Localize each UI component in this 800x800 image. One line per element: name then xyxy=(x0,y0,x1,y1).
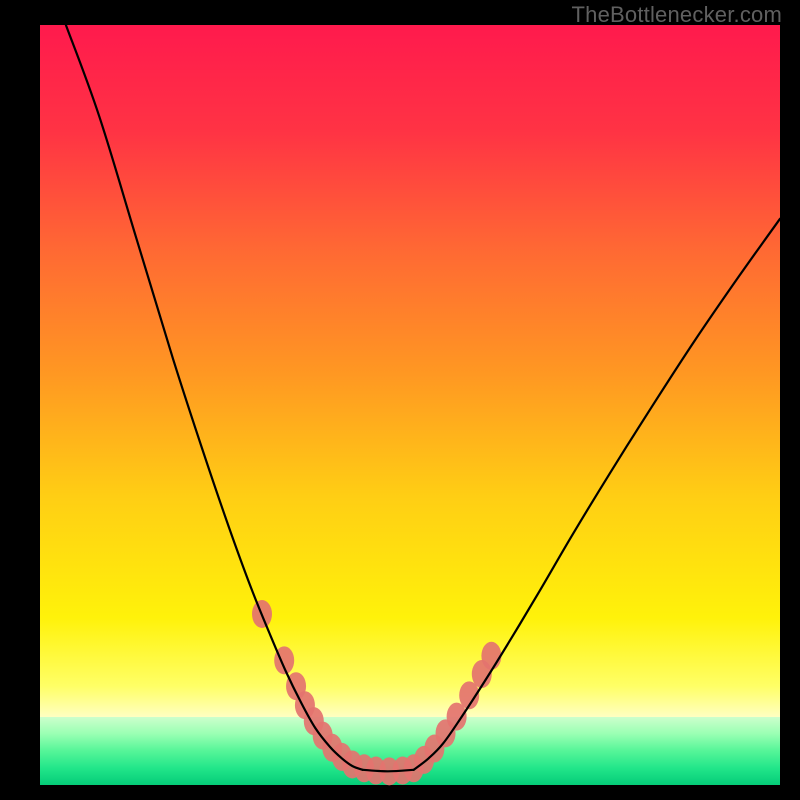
plot-area xyxy=(40,25,780,785)
marker-point xyxy=(481,642,501,670)
marker-group xyxy=(252,600,501,785)
watermark-text: TheBottlenecker.com xyxy=(572,2,782,28)
chart-frame: TheBottlenecker.com xyxy=(0,0,800,800)
curves-layer xyxy=(40,25,780,785)
curve-left xyxy=(66,25,363,770)
